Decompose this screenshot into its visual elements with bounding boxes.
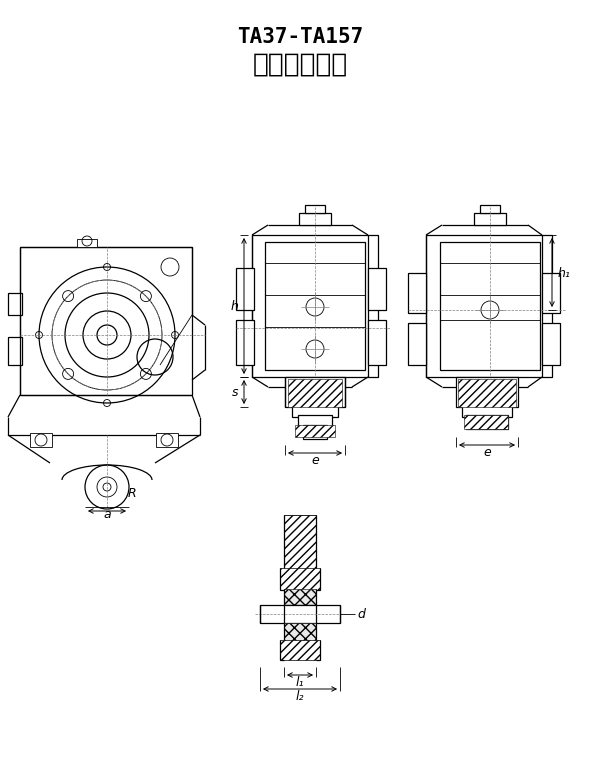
Circle shape [103, 483, 111, 491]
Bar [542, 273, 560, 313]
Bar [280, 568, 320, 590]
Bar [77, 239, 97, 247]
Text: TA37-TA157: TA37-TA157 [237, 27, 363, 47]
Text: e: e [483, 445, 491, 458]
Bar [368, 320, 386, 365]
Bar [426, 235, 552, 377]
Text: s: s [232, 386, 238, 399]
Bar [408, 323, 426, 365]
Bar [284, 589, 316, 607]
Bar [236, 320, 254, 365]
Bar [280, 640, 320, 660]
Text: e: e [311, 454, 319, 467]
Bar [284, 515, 316, 570]
Bar [456, 377, 518, 407]
Bar [299, 213, 331, 225]
Text: a: a [103, 509, 111, 522]
Bar [464, 415, 508, 429]
Bar [252, 235, 378, 377]
Bar [480, 205, 500, 213]
Bar [20, 247, 192, 395]
Bar [466, 415, 508, 429]
Text: h₁: h₁ [558, 266, 571, 279]
Bar [260, 605, 340, 623]
Bar [292, 405, 338, 417]
Bar [295, 425, 335, 437]
Bar [305, 205, 325, 213]
Bar [303, 425, 327, 439]
Bar [30, 433, 52, 447]
Bar [284, 623, 316, 641]
Bar [265, 242, 365, 370]
Text: R: R [128, 487, 137, 500]
Bar [368, 268, 386, 310]
Text: d: d [357, 607, 365, 620]
Bar [8, 293, 22, 315]
Bar [462, 405, 512, 417]
Bar [8, 337, 22, 365]
Text: l₁: l₁ [296, 675, 304, 688]
Text: h: h [230, 300, 238, 312]
Bar [440, 242, 540, 370]
Bar [285, 377, 345, 407]
Bar [298, 415, 332, 427]
Bar [542, 323, 560, 365]
Bar [408, 273, 426, 313]
Bar [284, 605, 316, 623]
Bar [288, 379, 342, 407]
Bar [474, 213, 506, 225]
Text: l₂: l₂ [296, 691, 304, 704]
Circle shape [97, 325, 117, 345]
Bar [236, 268, 254, 310]
Bar [156, 433, 178, 447]
Text: 反力矩支撑环: 反力矩支撑环 [253, 52, 347, 78]
Bar [458, 379, 516, 407]
